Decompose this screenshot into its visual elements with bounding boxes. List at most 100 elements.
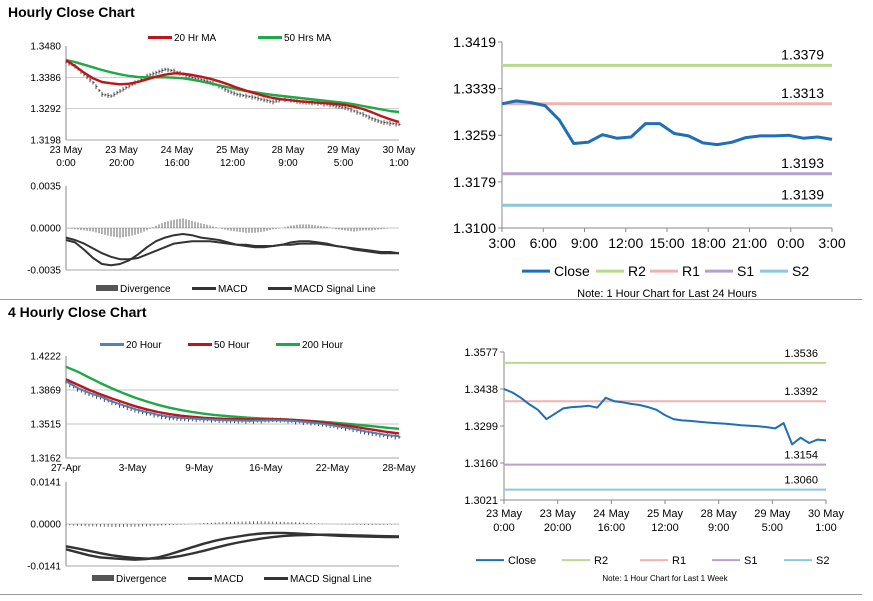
- y-tick-label: 1.3259: [453, 127, 496, 143]
- level-s2-label: 1.3060: [784, 475, 818, 487]
- series-20-hr-ma-line: [65, 59, 400, 124]
- y-tick-label: 1.3198: [30, 136, 61, 147]
- x-tick-label: 3-May: [119, 463, 147, 474]
- x-tick-label: 25 May: [647, 508, 684, 520]
- chart-note: Note: 1 Hour Chart for Last 1 Week: [602, 574, 728, 583]
- legend-entry-macd: MACD: [214, 574, 243, 585]
- x-tick-label: 28-May: [382, 463, 415, 474]
- series-close-line: [501, 99, 833, 147]
- legend-entry-divergence: Divergence: [116, 574, 167, 585]
- x-tick-label: 23 May: [105, 145, 138, 156]
- x-tick-label: 12:00: [651, 522, 679, 534]
- legend-entry-r1: R1: [672, 555, 686, 567]
- legend-entry-close: Close: [554, 263, 590, 279]
- x-tick-label: 9:00: [708, 522, 729, 534]
- y-tick-label: 1.3299: [464, 421, 498, 433]
- x-tick-label: 24 May: [161, 145, 194, 156]
- x-tick-label: 29 May: [754, 508, 791, 520]
- legend-entry-r2: R2: [594, 555, 608, 567]
- y-tick-label: -0.0035: [27, 266, 61, 277]
- x-tick-label: 0:00: [56, 158, 76, 169]
- y-tick-label: -0.0141: [27, 562, 61, 573]
- level-r1-label: 1.3313: [781, 85, 824, 101]
- x-tick-label: 22-May: [316, 463, 349, 474]
- hourly-section-title: Hourly Close Chart: [8, 4, 135, 20]
- x-tick-label: 5:00: [762, 522, 783, 534]
- hourly-macd-chart: 0.0035 0.0000 -0.0035 Divergence MACD MACD Si…: [27, 182, 400, 295]
- legend-entry-macd-signal-line: MACD Signal Line: [290, 574, 372, 585]
- series-20-hour-line: [65, 380, 400, 438]
- legend-entry-close: Close: [508, 555, 536, 567]
- y-tick-label: 1.3438: [464, 384, 498, 396]
- bottom-divider: [0, 594, 862, 595]
- x-tick-label: 9:00: [278, 158, 298, 169]
- four-hourly-macd-chart: 0.0141 0.0000 -0.0141 Divergence MACD MACD Si…: [27, 478, 400, 585]
- x-tick-label: 28 May: [701, 508, 738, 520]
- series-macd-line: [65, 233, 399, 267]
- y-tick-label: 1.3419: [453, 34, 496, 50]
- legend-entry-s2: S2: [816, 555, 829, 567]
- x-tick-label: 27-Apr: [51, 463, 82, 474]
- x-tick-label: 16-May: [249, 463, 282, 474]
- x-tick-label: 23 May: [486, 508, 523, 520]
- y-tick-label: 1.3179: [453, 174, 496, 190]
- legend-entry-s2: S2: [792, 263, 809, 279]
- chart-note: Note: 1 Hour Chart for Last 24 Hours: [577, 288, 757, 300]
- series-50-hour-line: [65, 378, 400, 435]
- x-tick-label: 5:00: [334, 158, 354, 169]
- y-tick-label: 1.3339: [453, 81, 496, 97]
- y-tick-label: 0.0000: [30, 224, 61, 235]
- y-tick-label: 1.3162: [30, 454, 61, 465]
- x-tick-label: 16:00: [598, 522, 626, 534]
- y-tick-label: 0.0035: [30, 182, 61, 193]
- x-tick-label: 21:00: [732, 235, 767, 251]
- y-tick-label: 0.0000: [30, 520, 61, 531]
- x-tick-label: 18:00: [691, 235, 726, 251]
- y-tick-label: 1.3160: [464, 458, 498, 470]
- level-s1-label: 1.3193: [781, 155, 824, 171]
- x-tick-label: 29 May: [327, 145, 360, 156]
- legend-swatch: [96, 285, 118, 291]
- legend-entry-20-hr-ma: 20 Hr MA: [174, 33, 217, 44]
- legend-entry-s1: S1: [744, 555, 757, 567]
- x-tick-label: 25 May: [216, 145, 249, 156]
- legend-entry-macd-signal-line: MACD Signal Line: [294, 284, 376, 295]
- x-tick-label: 20:00: [109, 158, 134, 169]
- level-s1-label: 1.3154: [784, 450, 818, 462]
- x-tick-label: 3:00: [488, 235, 515, 251]
- x-tick-label: 23 May: [540, 508, 577, 520]
- series-macd-line: [65, 531, 399, 561]
- y-tick-label: 1.3577: [464, 347, 498, 359]
- legend-entry-20-hour: 20 Hour: [126, 340, 162, 351]
- x-tick-label: 1:00: [389, 158, 409, 169]
- y-tick-label: 1.3386: [30, 73, 61, 84]
- four-hourly-section-title: 4 Hourly Close Chart: [8, 304, 147, 320]
- x-tick-label: 16:00: [164, 158, 189, 169]
- series-close-line: [503, 388, 827, 446]
- x-tick-label: 3:00: [818, 235, 845, 251]
- x-tick-label: 9:00: [571, 235, 598, 251]
- level-s2-label: 1.3139: [781, 186, 824, 202]
- legend-entry-divergence: Divergence: [120, 284, 171, 295]
- y-tick-label: 1.3292: [30, 104, 61, 115]
- x-tick-label: 6:00: [530, 235, 557, 251]
- x-tick-label: 0:00: [777, 235, 804, 251]
- x-tick-label: 28 May: [272, 145, 305, 156]
- series-200-hour-line: [65, 365, 400, 430]
- x-tick-label: 24 May: [593, 508, 630, 520]
- x-tick-label: 20:00: [544, 522, 572, 534]
- x-tick-label: 30 May: [808, 508, 845, 520]
- x-tick-label: 15:00: [649, 235, 684, 251]
- x-tick-label: 0:00: [493, 522, 514, 534]
- section-divider: [0, 299, 862, 300]
- x-tick-label: 30 May: [383, 145, 416, 156]
- legend-entry-50-hrs-ma: 50 Hrs MA: [284, 33, 332, 44]
- y-tick-label: 1.3515: [30, 420, 61, 431]
- x-tick-label: 1:00: [815, 522, 836, 534]
- legend-entry-s1: S1: [737, 263, 754, 279]
- y-tick-label: 1.3869: [30, 385, 61, 396]
